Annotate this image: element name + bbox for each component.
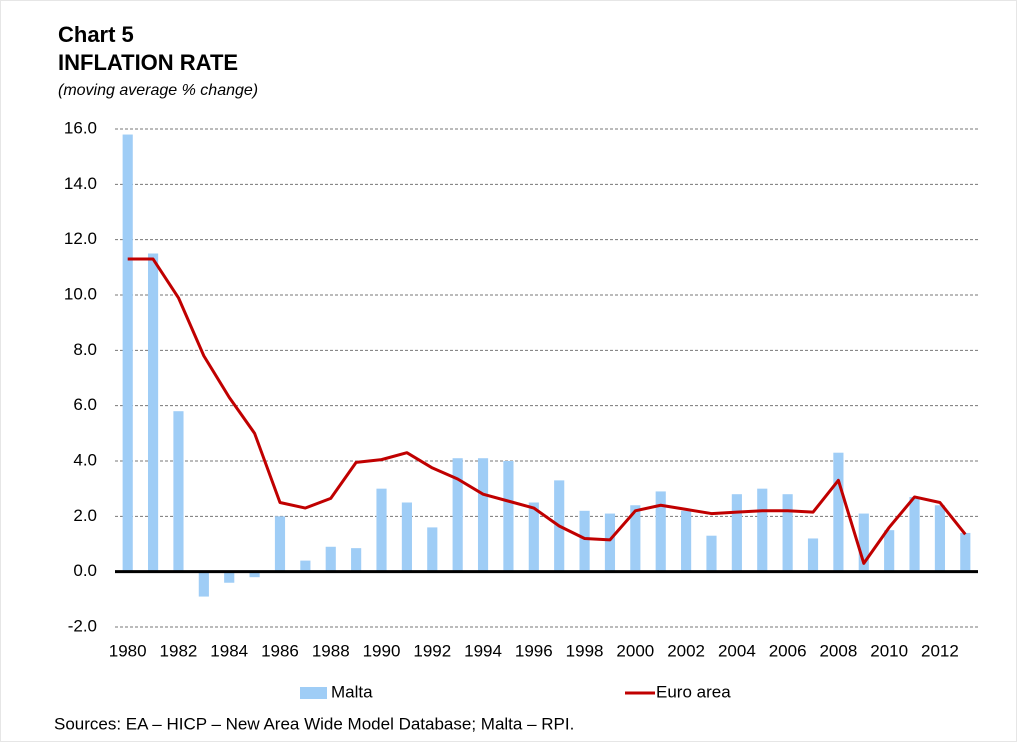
legend-label: Euro area [656, 682, 731, 701]
bar [833, 452, 844, 572]
y-tick-label: 4.0 [73, 450, 97, 469]
x-tick-label: 1994 [464, 641, 502, 660]
bar [224, 571, 235, 583]
x-tick-label: 2010 [870, 641, 908, 660]
bar [630, 505, 641, 572]
x-tick-label: 2012 [921, 641, 959, 660]
x-tick-label: 2006 [769, 641, 807, 660]
bar [604, 513, 616, 572]
legend-label: Malta [331, 682, 373, 701]
bar [147, 253, 159, 572]
x-tick-label: 1982 [160, 641, 198, 660]
legend-swatch [300, 687, 327, 699]
bar [274, 516, 286, 572]
bar [376, 488, 387, 572]
unit-note: (moving average % change) [58, 82, 258, 99]
bar [528, 502, 539, 572]
x-tick-label: 1988 [312, 641, 350, 660]
x-tick-label: 1998 [566, 641, 604, 660]
bar [325, 546, 336, 572]
y-tick-label: 14.0 [64, 174, 97, 193]
x-tick-label: 2004 [718, 641, 756, 660]
bar [681, 510, 692, 572]
bar [249, 571, 260, 578]
bar [198, 571, 209, 597]
bar [452, 458, 463, 572]
chart-subtitle: INFLATION RATE [58, 50, 238, 75]
bar [884, 530, 895, 572]
x-tick-label: 2000 [616, 641, 654, 660]
y-tick-label: 16.0 [64, 118, 97, 137]
line [127, 257, 967, 565]
bar [782, 494, 793, 572]
y-tick-label: 0.0 [73, 561, 97, 580]
x-tick-label: 1986 [261, 641, 299, 660]
bar [503, 461, 514, 572]
bar [477, 458, 489, 572]
bar [300, 560, 311, 572]
x-tick-label: 1992 [413, 641, 451, 660]
x-tick-label: 2002 [667, 641, 705, 660]
y-tick-label: 12.0 [64, 229, 97, 248]
bar [351, 548, 362, 572]
x-tick-label: 1980 [109, 641, 147, 660]
bar [807, 538, 819, 572]
bar [960, 532, 971, 572]
bar [427, 527, 438, 572]
y-tick-label: 2.0 [73, 506, 97, 525]
y-tick-label: -2.0 [68, 616, 97, 635]
bar [757, 488, 768, 572]
bar [401, 502, 412, 572]
y-tick-label: 8.0 [73, 340, 97, 359]
bar [579, 510, 590, 572]
chart-title: Chart 5 [58, 22, 134, 47]
y-tick-label: 6.0 [73, 395, 97, 414]
bar [173, 411, 184, 572]
bar [122, 134, 133, 572]
x-tick-label: 1990 [363, 641, 401, 660]
x-tick-label: 1984 [210, 641, 248, 660]
x-tick-label: 1996 [515, 641, 553, 660]
y-tick-label: 10.0 [64, 284, 97, 303]
source-note: Sources: EA – HICP – New Area Wide Model… [54, 714, 574, 733]
x-tick-label: 2008 [819, 641, 857, 660]
bar [909, 496, 920, 572]
bar [655, 491, 666, 572]
bar [858, 513, 869, 572]
bar [731, 494, 742, 572]
bar [706, 535, 717, 572]
bar [934, 505, 946, 572]
